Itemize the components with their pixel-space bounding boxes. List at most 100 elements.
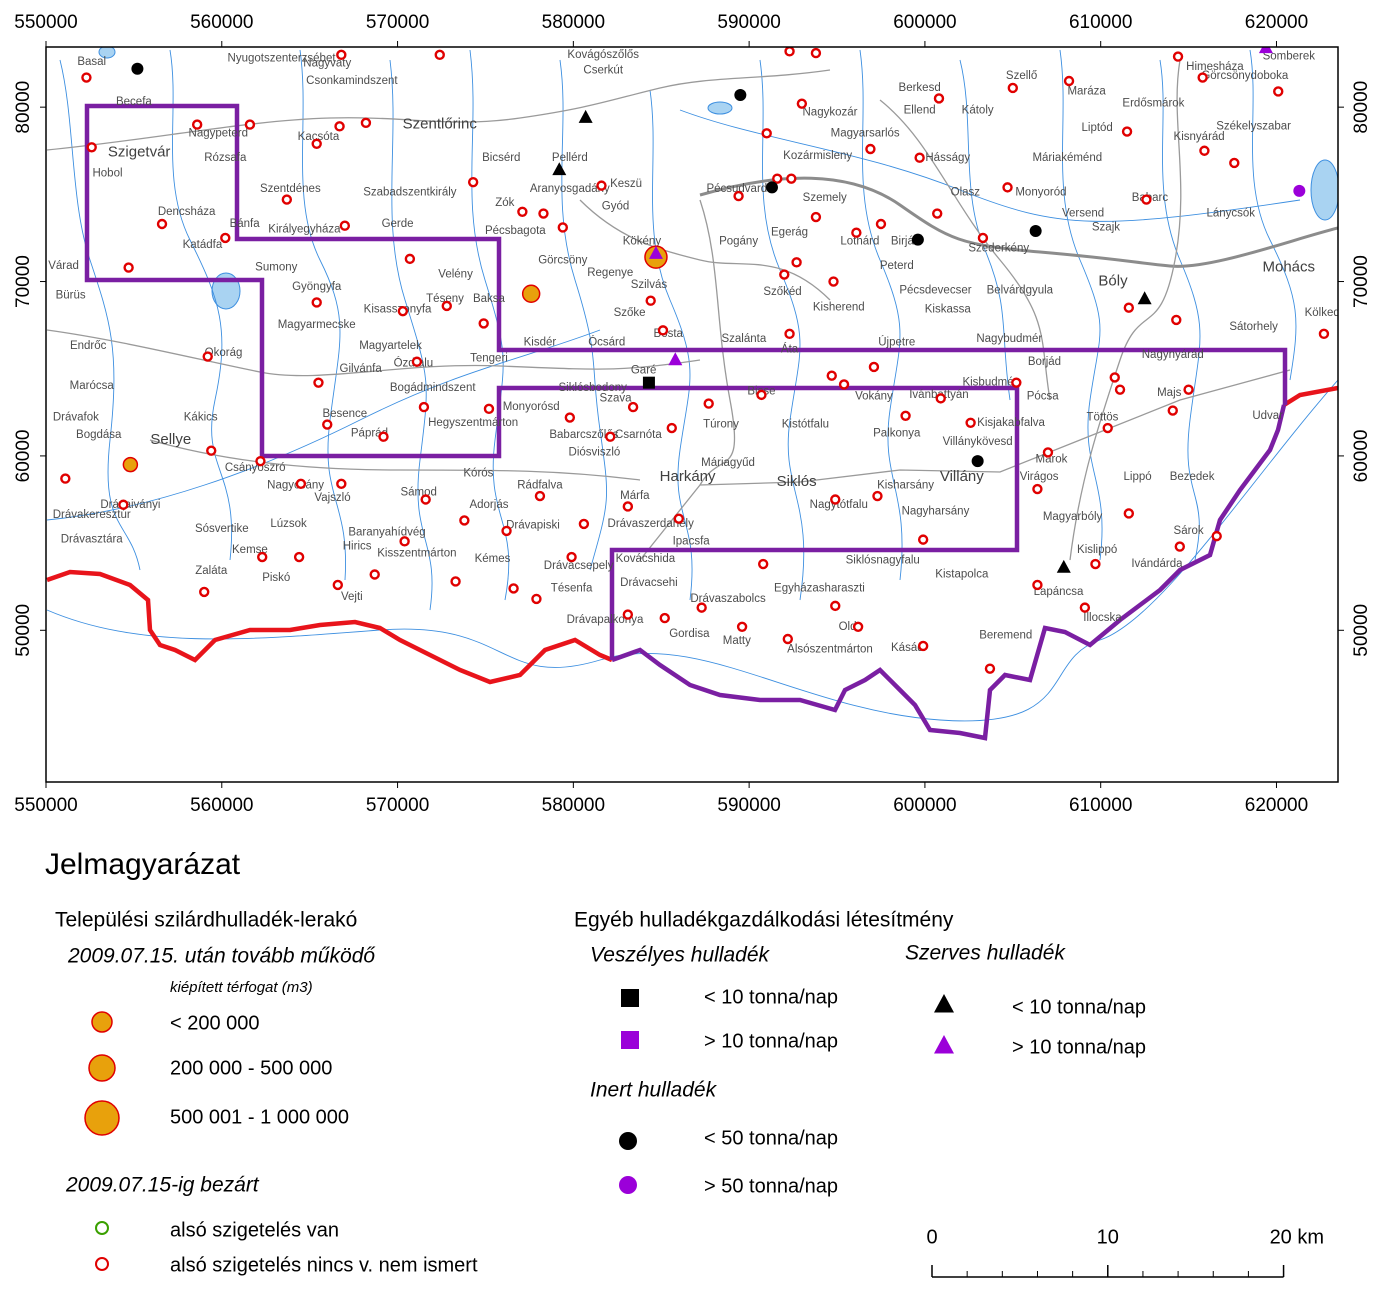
place-label: Drávaszabolcs (690, 593, 766, 605)
town-label: Villány (940, 468, 984, 485)
closed-landfill (984, 663, 996, 674)
closed-landfill (255, 455, 266, 467)
place-label: Baksa (473, 293, 506, 305)
place-label: Nagyváty (303, 58, 351, 70)
closed-landfill (566, 551, 577, 563)
legend-symbol (84, 1100, 120, 1136)
river (46, 329, 601, 521)
place-label: Kovágószőlős (567, 49, 639, 61)
place-label: Magyartelek (359, 340, 422, 352)
closed-landfill (917, 534, 929, 545)
closed-landfill (1172, 51, 1184, 62)
place-label: Babarcszőlős (549, 429, 618, 441)
closed-landfill (1211, 530, 1222, 542)
place-label: Kistótfalu (782, 419, 829, 431)
organic-facility (1258, 47, 1273, 54)
place-label: Katádfa (183, 239, 223, 251)
main-road (699, 176, 1338, 268)
town-label: Harkány (660, 468, 716, 485)
y-tick-label: 80000 (13, 81, 34, 134)
place-label: Gyöngyfa (292, 281, 342, 293)
inert-facility (971, 455, 984, 468)
place-label: Cserkút (583, 65, 623, 77)
y-tick-label: 60000 (1351, 429, 1372, 482)
place-label: Gordisa (669, 628, 710, 640)
place-label: Kovácshida (616, 553, 676, 565)
place-label: Kölked (1305, 307, 1340, 319)
inert-facility (734, 88, 747, 101)
place-label: Rózsafa (204, 152, 247, 164)
closed-landfill (508, 583, 519, 594)
closed-landfill (1079, 602, 1091, 613)
place-label: Himesháza (1186, 61, 1244, 73)
closed-landfill (1102, 422, 1113, 434)
lake (707, 101, 733, 115)
legend-text: Szerves hulladék (905, 942, 1066, 965)
closed-landfill (1032, 483, 1043, 495)
place-label: Áta (781, 343, 799, 356)
x-tick-label: 610000 (1069, 12, 1132, 33)
place-label: Hásságy (925, 152, 970, 164)
place-label: Virágos (1020, 471, 1059, 483)
closed-landfill (538, 208, 549, 219)
x-tick-label: 550000 (14, 795, 77, 816)
x-tick-label: 600000 (893, 12, 956, 33)
closed-landfill (1273, 86, 1284, 97)
legend-text: 500 001 - 1 000 000 (170, 1106, 349, 1128)
place-label: Olasz (951, 187, 981, 199)
place-label: Zaláta (195, 565, 228, 577)
place-label: Vejti (341, 591, 363, 603)
closed-landfill (830, 494, 841, 505)
closed-landfill (645, 295, 656, 306)
closed-landfill (1197, 72, 1208, 83)
river (1249, 49, 1297, 381)
closed-landfill (605, 431, 616, 442)
place-label: Villánykövesd (943, 436, 1013, 448)
place-label: Lapáncsa (1034, 586, 1084, 598)
x-tick-label: 580000 (542, 795, 605, 816)
closed-landfill (322, 419, 333, 430)
closed-landfill (531, 593, 542, 605)
closed-landfill (1141, 194, 1152, 205)
closed-landfill (872, 490, 883, 502)
place-label: Pócsa (1027, 391, 1060, 403)
place-label: Bürüs (56, 290, 86, 302)
river (389, 59, 433, 611)
closed-landfill (1002, 182, 1013, 193)
place-label: Palkonya (873, 427, 921, 439)
road (46, 329, 701, 377)
closed-landfill (60, 473, 71, 484)
closed-landfill (81, 72, 92, 83)
closed-landfill (483, 403, 495, 415)
place-label: Szőkéd (763, 286, 801, 298)
closed-landfill (420, 494, 431, 505)
closed-landfill (399, 536, 410, 547)
river (1159, 59, 1201, 561)
closed-landfill (281, 194, 293, 205)
place-label: Adorjás (469, 499, 508, 511)
closed-landfill (851, 227, 862, 238)
place-label: Drávaiványi (100, 499, 160, 511)
closed-landfill (1011, 377, 1022, 388)
closed-landfill (1123, 302, 1135, 313)
place-label: Sárok (1174, 525, 1204, 537)
closed-landfill (369, 569, 380, 580)
legend-symbol (621, 1031, 639, 1049)
place-label: Egerág (771, 227, 808, 239)
x-tick-label: 570000 (366, 795, 429, 816)
place-label: Garé (631, 365, 657, 377)
closed-landfill (501, 525, 512, 537)
closed-landfill (360, 117, 372, 129)
place-label: Gyód (602, 201, 630, 213)
place-label: Pécsbagota (485, 225, 546, 237)
x-tick-label: 590000 (717, 795, 780, 816)
place-label: Máriagyűd (701, 457, 755, 469)
river (759, 59, 805, 601)
road (639, 369, 1291, 561)
closed-landfill (826, 370, 837, 381)
place-label: Máriakéménd (1032, 152, 1102, 164)
closed-landfill (578, 518, 590, 530)
place-label: Lánycsók (1206, 208, 1255, 220)
river (469, 49, 510, 601)
place-label: Kislippó (1077, 544, 1117, 556)
